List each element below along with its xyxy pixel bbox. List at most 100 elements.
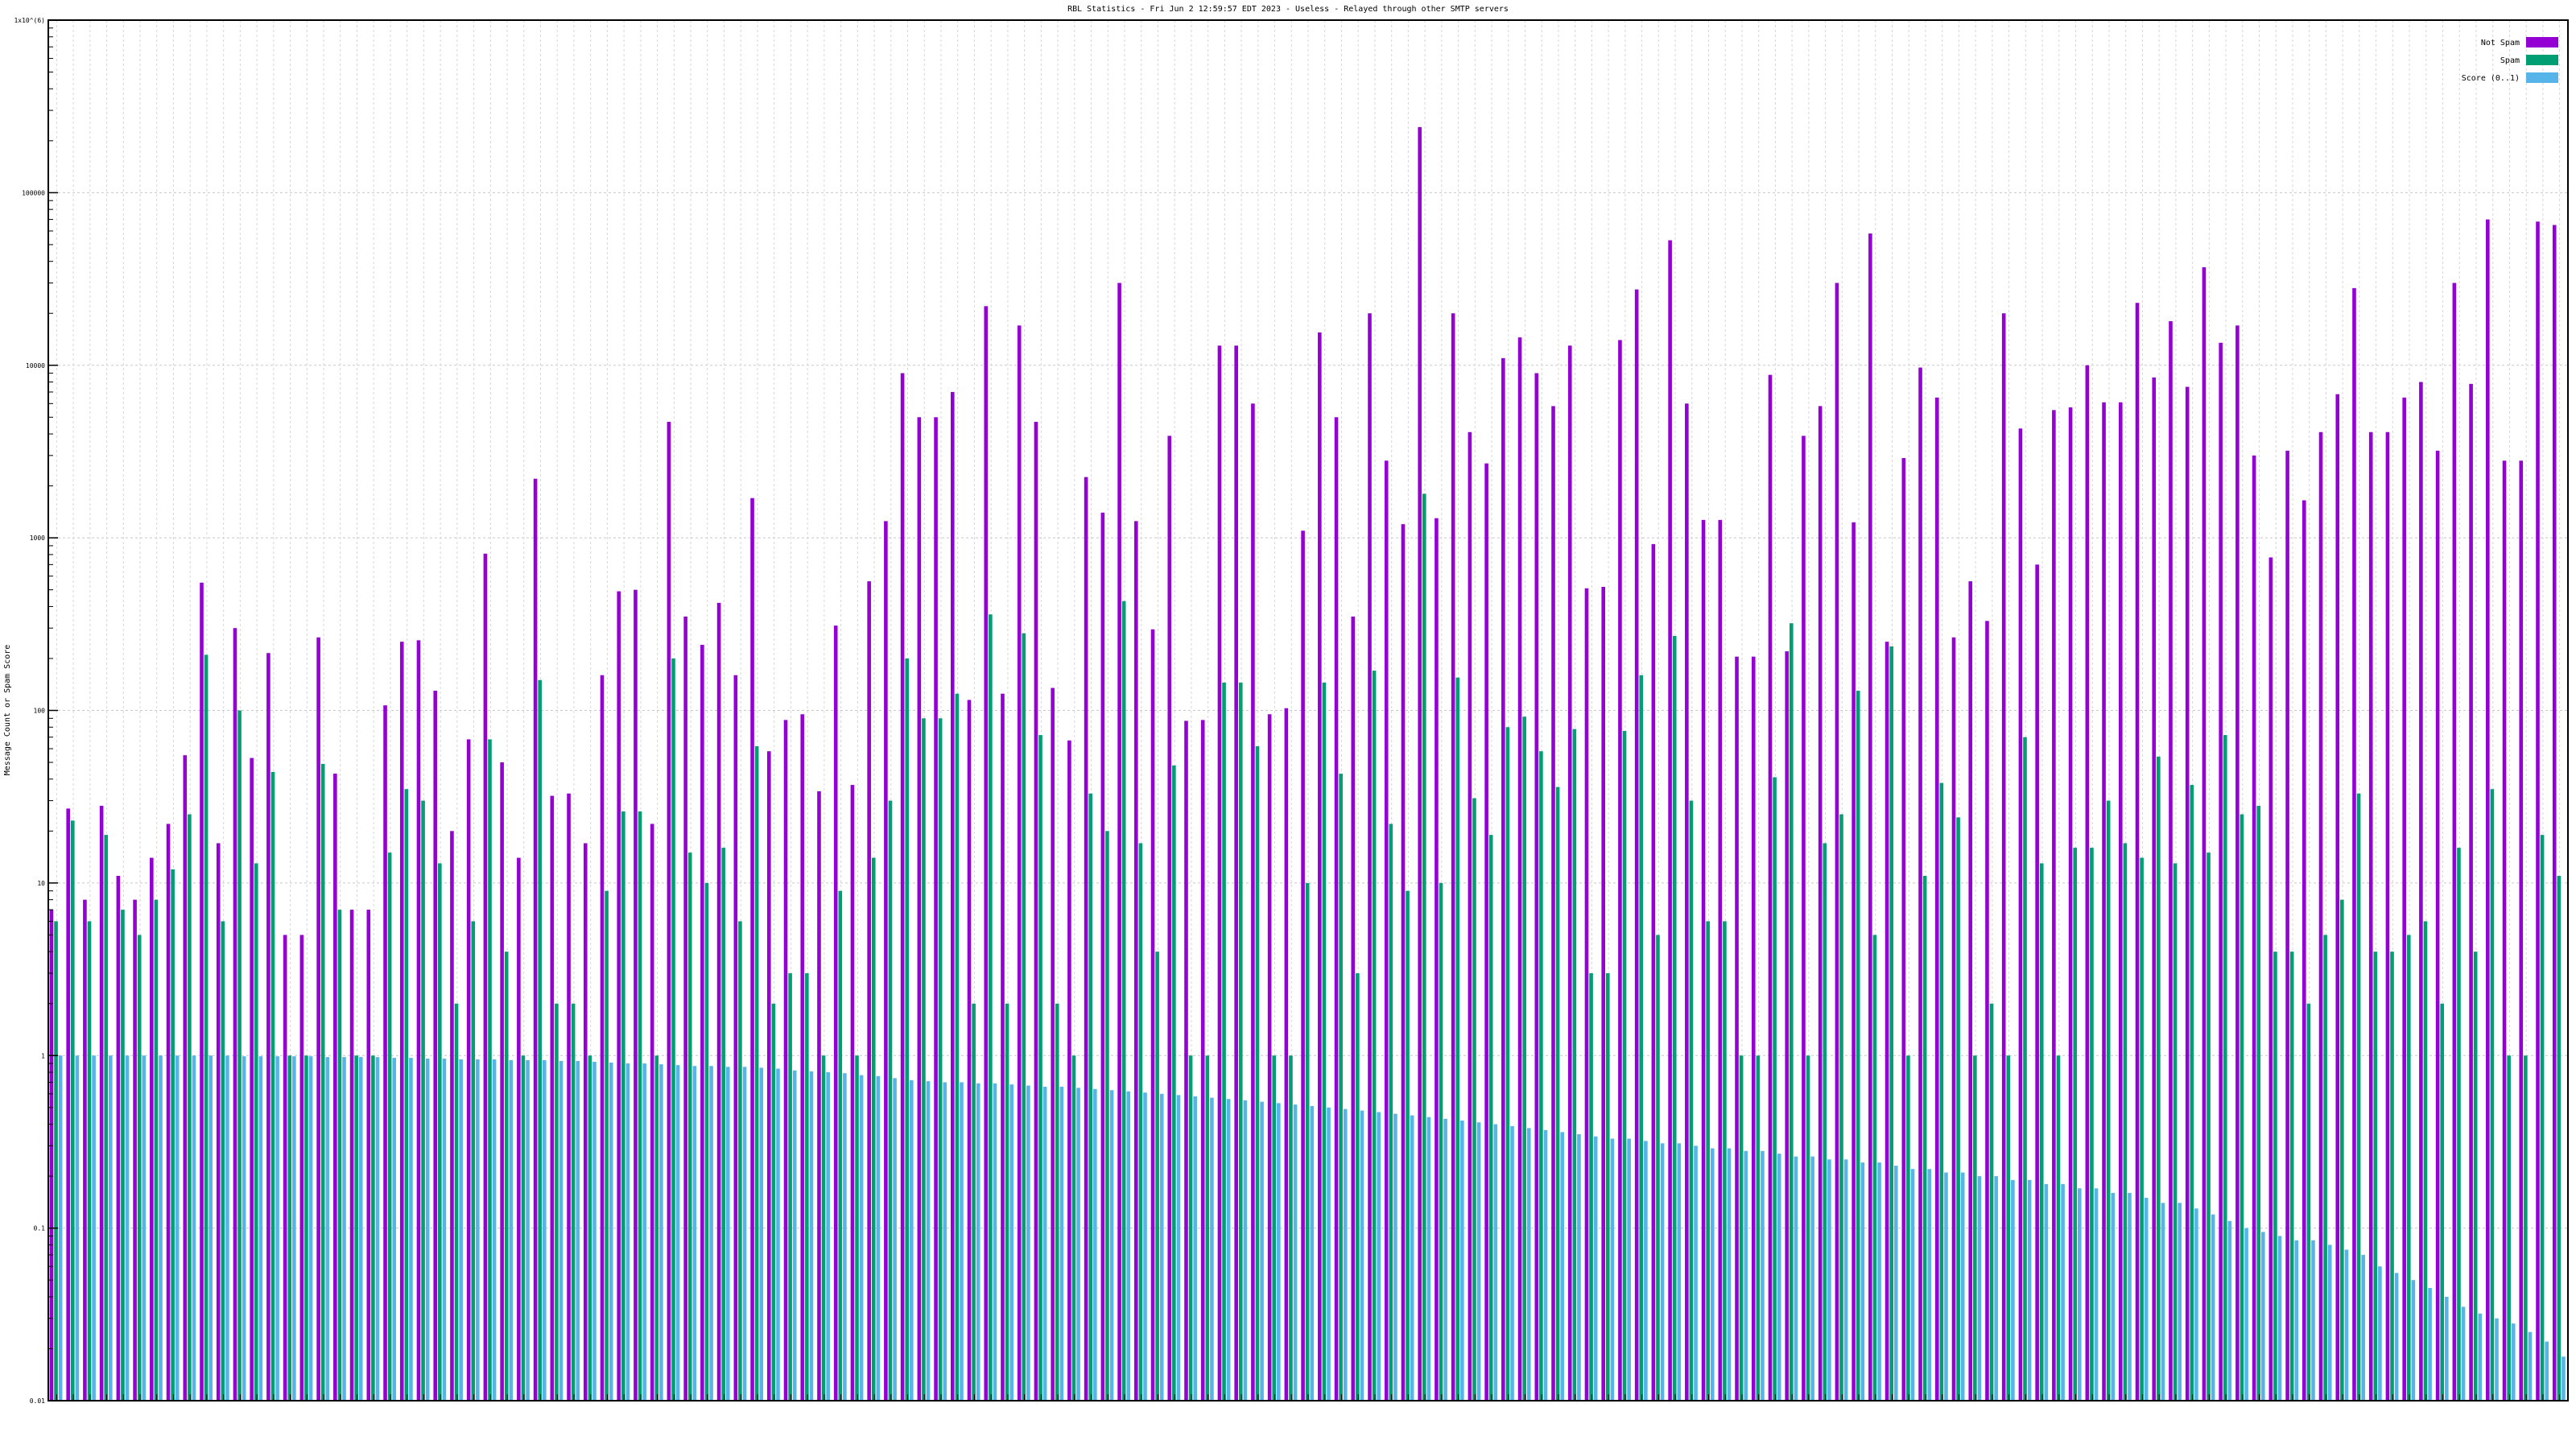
bar-not-spam	[634, 589, 638, 1401]
bar-score	[2178, 1203, 2182, 1401]
bar-not-spam	[250, 758, 254, 1401]
bar-score	[242, 1056, 246, 1401]
bar-score	[1410, 1115, 1414, 1401]
bar-spam	[738, 921, 742, 1401]
bar-not-spam	[700, 644, 704, 1401]
bar-not-spam	[2486, 219, 2490, 1401]
bar-score	[1543, 1129, 1548, 1401]
bar-score	[1176, 1095, 1181, 1401]
bar-not-spam	[1885, 642, 1889, 1401]
bar-not-spam	[800, 714, 805, 1401]
bar-spam	[805, 972, 809, 1401]
bar-score	[192, 1055, 196, 1401]
bar-spam	[2457, 848, 2461, 1401]
legend-label-spam: Spam	[2500, 56, 2520, 65]
bar-spam	[1172, 765, 1176, 1401]
bar-spam	[1055, 1003, 1059, 1401]
bar-spam	[1973, 1055, 1977, 1401]
bar-score	[559, 1061, 564, 1401]
bar-spam	[704, 882, 709, 1401]
bar-score	[142, 1055, 147, 1401]
bar-not-spam	[333, 774, 337, 1401]
bar-not-spam	[1951, 637, 1956, 1401]
bar-spam	[1839, 814, 1843, 1401]
bar-spam	[1488, 835, 1493, 1401]
bar-spam	[2056, 1055, 2061, 1401]
bar-not-spam	[2135, 303, 2140, 1401]
bar-spam	[1472, 798, 1476, 1401]
bar-spam	[1806, 1055, 1810, 1401]
bar-score	[1893, 1166, 1898, 1401]
bar-score	[943, 1082, 947, 1401]
bar-spam	[2256, 806, 2261, 1401]
bar-spam	[421, 800, 425, 1401]
bar-spam	[2390, 952, 2394, 1401]
bar-spam	[671, 658, 675, 1401]
bar-not-spam	[450, 831, 454, 1401]
bar-score	[976, 1083, 980, 1401]
bar-spam	[237, 710, 242, 1401]
bar-not-spam	[2252, 455, 2256, 1402]
legend-label-score: Score (0..1)	[2462, 74, 2520, 83]
bar-spam	[2440, 1003, 2445, 1401]
bar-spam	[2406, 935, 2411, 1401]
bar-spam	[1790, 623, 1794, 1401]
bar-score	[1226, 1099, 1231, 1401]
bar-not-spam	[83, 899, 87, 1401]
bar-spam	[121, 910, 125, 1401]
bar-not-spam	[1868, 233, 1872, 1402]
bar-score	[826, 1072, 830, 1401]
y-tick-label: 10	[37, 880, 45, 887]
bar-spam	[888, 800, 893, 1401]
bar-not-spam	[1334, 417, 1339, 1401]
bar-not-spam	[1934, 397, 1939, 1401]
bar-not-spam	[2169, 321, 2173, 1401]
bar-not-spam	[133, 899, 137, 1401]
bar-score	[592, 1062, 597, 1401]
bar-spam	[1689, 800, 1694, 1401]
bar-not-spam	[349, 910, 354, 1401]
bar-spam	[188, 814, 192, 1401]
bar-score	[342, 1057, 346, 1401]
bar-not-spam	[867, 581, 871, 1401]
bar-spam	[471, 921, 476, 1401]
bar-not-spam	[2452, 283, 2457, 1401]
bar-spam	[104, 835, 109, 1401]
bar-spam	[1872, 935, 1877, 1401]
bar-score	[1877, 1162, 1881, 1401]
bar-score	[1293, 1104, 1298, 1401]
bar-not-spam	[2385, 431, 2390, 1401]
bar-not-spam	[2052, 410, 2056, 1401]
bar-not-spam	[2152, 377, 2157, 1401]
bar-not-spam	[1051, 687, 1055, 1401]
bar-not-spam	[1685, 403, 1689, 1401]
bar-not-spam	[2285, 450, 2289, 1401]
bar-spam	[488, 739, 492, 1401]
bar-score	[2428, 1287, 2432, 1401]
bar-score	[1310, 1105, 1315, 1401]
bar-score	[459, 1059, 463, 1401]
bar-spam	[2323, 935, 2327, 1401]
bar-spam	[2090, 848, 2094, 1401]
bar-not-spam	[216, 843, 221, 1401]
bar-spam	[938, 718, 943, 1401]
bar-not-spam	[783, 720, 788, 1401]
bar-score	[2094, 1188, 2099, 1401]
bar-not-spam	[833, 625, 838, 1401]
bar-score	[75, 1055, 80, 1401]
bar-spam	[821, 1055, 826, 1401]
bar-score	[2394, 1273, 2399, 1401]
bar-score	[642, 1063, 646, 1401]
bar-score	[325, 1057, 330, 1401]
bar-score	[1059, 1086, 1064, 1401]
bar-spam	[687, 852, 692, 1401]
bar-not-spam	[2219, 342, 2223, 1401]
bar-not-spam	[466, 739, 471, 1401]
bar-score	[1360, 1110, 1364, 1401]
bar-score	[725, 1067, 730, 1401]
bar-score	[1777, 1154, 1781, 1401]
bar-not-spam	[433, 691, 438, 1401]
bar-spam	[521, 1055, 526, 1401]
bar-not-spam	[2469, 383, 2473, 1402]
